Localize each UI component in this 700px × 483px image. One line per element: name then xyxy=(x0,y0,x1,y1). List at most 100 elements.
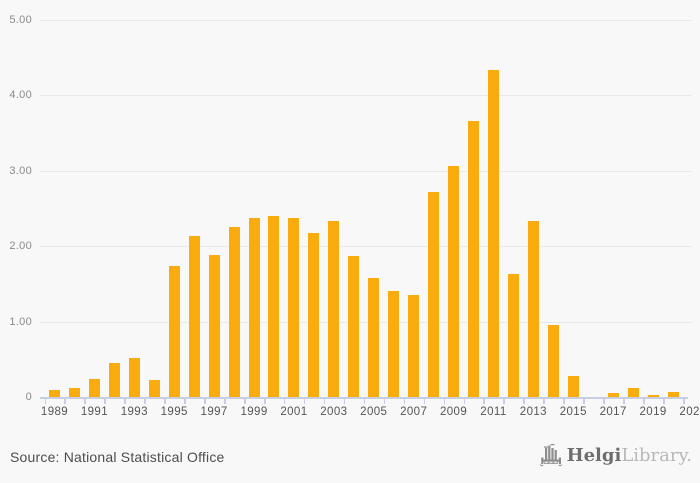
bar-2005[interactable] xyxy=(368,277,380,397)
bar-2017[interactable] xyxy=(607,393,619,397)
x-axis-tick xyxy=(603,399,605,404)
x-axis-tick xyxy=(184,399,186,404)
bar-1995[interactable] xyxy=(168,265,180,397)
bar-1997[interactable] xyxy=(208,255,220,397)
x-axis-tick xyxy=(104,399,106,404)
plot-area: 1989 1991 1993 1995 1997 1999 2001 2003 2005 2007… xyxy=(40,20,700,418)
x-axis-tick xyxy=(383,399,386,404)
x-axis-label-1989: 1989 xyxy=(40,406,69,418)
bar-1999[interactable] xyxy=(248,217,260,397)
x-axis-tick xyxy=(503,399,505,404)
x-axis-label-2009: 2009 xyxy=(439,406,468,418)
bar-2007[interactable] xyxy=(408,295,420,397)
bar-2011[interactable] xyxy=(487,69,499,397)
bar-2008[interactable] xyxy=(428,191,440,397)
bar-1994[interactable] xyxy=(148,380,160,397)
y-axis-label-4.00: 4.00 xyxy=(9,89,32,102)
x-axis-label-2011: 2011 xyxy=(480,406,507,418)
y-axis-label-5.00: 5.00 xyxy=(9,14,32,26)
x-axis-tick xyxy=(563,399,565,404)
gridline-5.00 xyxy=(40,20,692,21)
x-axis-label-2019: 2019 xyxy=(639,406,667,418)
x-axis-tick xyxy=(44,399,47,404)
x-axis-label-1993: 1993 xyxy=(120,406,148,418)
bar-2014[interactable] xyxy=(547,324,559,397)
x-axis-label-2013: 2013 xyxy=(519,406,547,418)
x-axis-tick xyxy=(64,399,66,404)
x-axis-label-2005: 2005 xyxy=(360,406,388,418)
bar-2003[interactable] xyxy=(328,221,340,397)
x-axis-line xyxy=(40,397,688,399)
x-axis-tick xyxy=(423,399,426,404)
x-axis-tick xyxy=(124,399,126,404)
x-axis-tick xyxy=(303,399,306,404)
logo-text-helgi: Helgi xyxy=(566,445,622,466)
x-axis-tick xyxy=(264,399,266,404)
x-axis-tick xyxy=(623,399,625,404)
x-axis-label-1995: 1995 xyxy=(160,406,188,418)
bar-2000[interactable] xyxy=(268,216,280,397)
bar-1998[interactable] xyxy=(228,227,240,397)
bridge-bars-icon xyxy=(539,444,562,467)
x-axis-label-2015: 2015 xyxy=(559,406,587,418)
x-axis-label-2017: 2017 xyxy=(599,406,627,418)
x-axis-tick xyxy=(84,399,86,404)
x-axis-tick xyxy=(443,399,446,404)
y-axis: 0 1.00 2.00 3.00 4.00 5.00 xyxy=(0,14,32,403)
y-axis-label-0: 0 xyxy=(25,391,32,403)
x-axis-tick xyxy=(283,399,286,404)
bar-2002[interactable] xyxy=(308,233,320,397)
bar-1992[interactable] xyxy=(108,363,120,397)
gridline-1.00 xyxy=(40,321,692,323)
gridline-2.00 xyxy=(40,246,692,248)
x-axis-label-1997: 1997 xyxy=(200,406,228,418)
x-axis-tick xyxy=(244,399,246,404)
x-axis-tick xyxy=(463,399,466,404)
x-axis-tick xyxy=(224,399,226,404)
x-axis-tick xyxy=(643,399,645,404)
x-axis-tick xyxy=(543,399,545,404)
helgi-library-logo[interactable]: HelgiLibrary. xyxy=(539,444,692,468)
x-axis-tick xyxy=(663,399,665,404)
bar-1990[interactable] xyxy=(68,387,80,397)
bar-2018[interactable] xyxy=(627,387,639,397)
bar-1996[interactable] xyxy=(188,236,200,397)
bar-1993[interactable] xyxy=(128,357,140,397)
x-axis-tick xyxy=(683,399,685,404)
bar-2001[interactable] xyxy=(288,217,300,397)
source-note: Source: National Statistical Office xyxy=(10,449,225,465)
x-axis-tick xyxy=(164,399,166,404)
gridline-4.00 xyxy=(40,95,692,97)
x-axis-label-2003: 2003 xyxy=(320,406,348,418)
bar-1989[interactable] xyxy=(49,390,60,397)
x-axis-tick xyxy=(144,399,146,404)
x-axis-tick xyxy=(583,399,585,404)
bar-2006[interactable] xyxy=(388,291,400,397)
x-axis-label-2021: 2021 xyxy=(679,406,700,418)
y-axis-label-1.00: 1.00 xyxy=(9,315,32,328)
bar-2010[interactable] xyxy=(468,121,480,397)
x-axis-label-1999: 1999 xyxy=(240,406,268,418)
x-axis-tick xyxy=(363,399,366,404)
bar-2013[interactable] xyxy=(527,221,539,397)
x-axis-label-2007: 2007 xyxy=(400,406,428,418)
x-axis-tick xyxy=(523,399,525,404)
x-axis-tick xyxy=(403,399,406,404)
bar-2015[interactable] xyxy=(567,375,579,397)
x-axis-label-1991: 1991 xyxy=(80,406,108,418)
x-axis-label-2001: 2001 xyxy=(280,406,308,418)
bar-2019[interactable] xyxy=(647,394,659,397)
bar-2012[interactable] xyxy=(507,274,519,397)
bar-2009[interactable] xyxy=(448,165,460,397)
bar-2004[interactable] xyxy=(348,256,360,397)
x-axis-tick xyxy=(323,399,326,404)
gridline-3.00 xyxy=(40,170,692,172)
y-axis-label-3.00: 3.00 xyxy=(9,164,32,177)
bar-2020[interactable] xyxy=(667,391,679,397)
bar-1991[interactable] xyxy=(88,378,100,397)
y-axis-label-2.00: 2.00 xyxy=(9,240,32,253)
x-axis-tick xyxy=(204,399,206,404)
logo-text: HelgiLibrary. xyxy=(567,444,692,468)
x-axis-tick xyxy=(343,399,346,404)
